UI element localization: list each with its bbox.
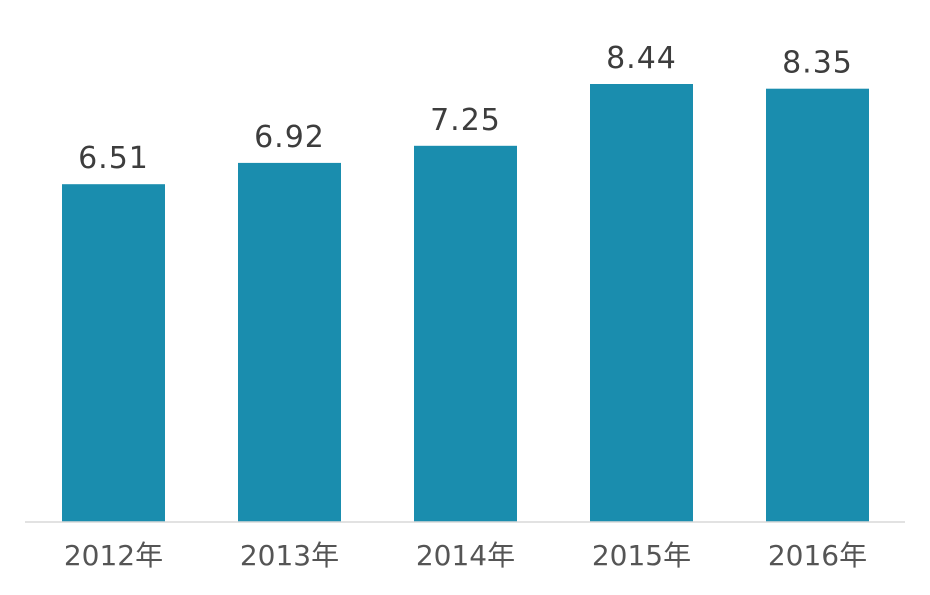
x-tick-label-3: 2015年 xyxy=(592,539,691,572)
bar-1 xyxy=(238,162,341,522)
x-tick-label-4: 2016年 xyxy=(768,539,867,572)
x-tick-label-0: 2012年 xyxy=(64,539,163,572)
bar-4 xyxy=(766,88,869,522)
bars-group xyxy=(62,84,869,523)
value-label-4: 8.35 xyxy=(782,46,853,81)
value-label-3: 8.44 xyxy=(606,41,677,76)
x-tick-label-2: 2014年 xyxy=(416,539,515,572)
bar-0 xyxy=(62,184,165,522)
value-labels-group: 6.51 6.92 7.25 8.44 8.35 xyxy=(78,41,853,176)
x-tick-labels-group: 2012年 2013年 2014年 2015年 2016年 xyxy=(64,539,867,572)
x-tick-label-1: 2013年 xyxy=(240,539,339,572)
value-label-2: 7.25 xyxy=(430,103,501,138)
bar-3 xyxy=(590,84,693,522)
bar-2 xyxy=(414,145,517,523)
value-label-1: 6.92 xyxy=(254,120,325,155)
value-label-0: 6.51 xyxy=(78,141,149,176)
